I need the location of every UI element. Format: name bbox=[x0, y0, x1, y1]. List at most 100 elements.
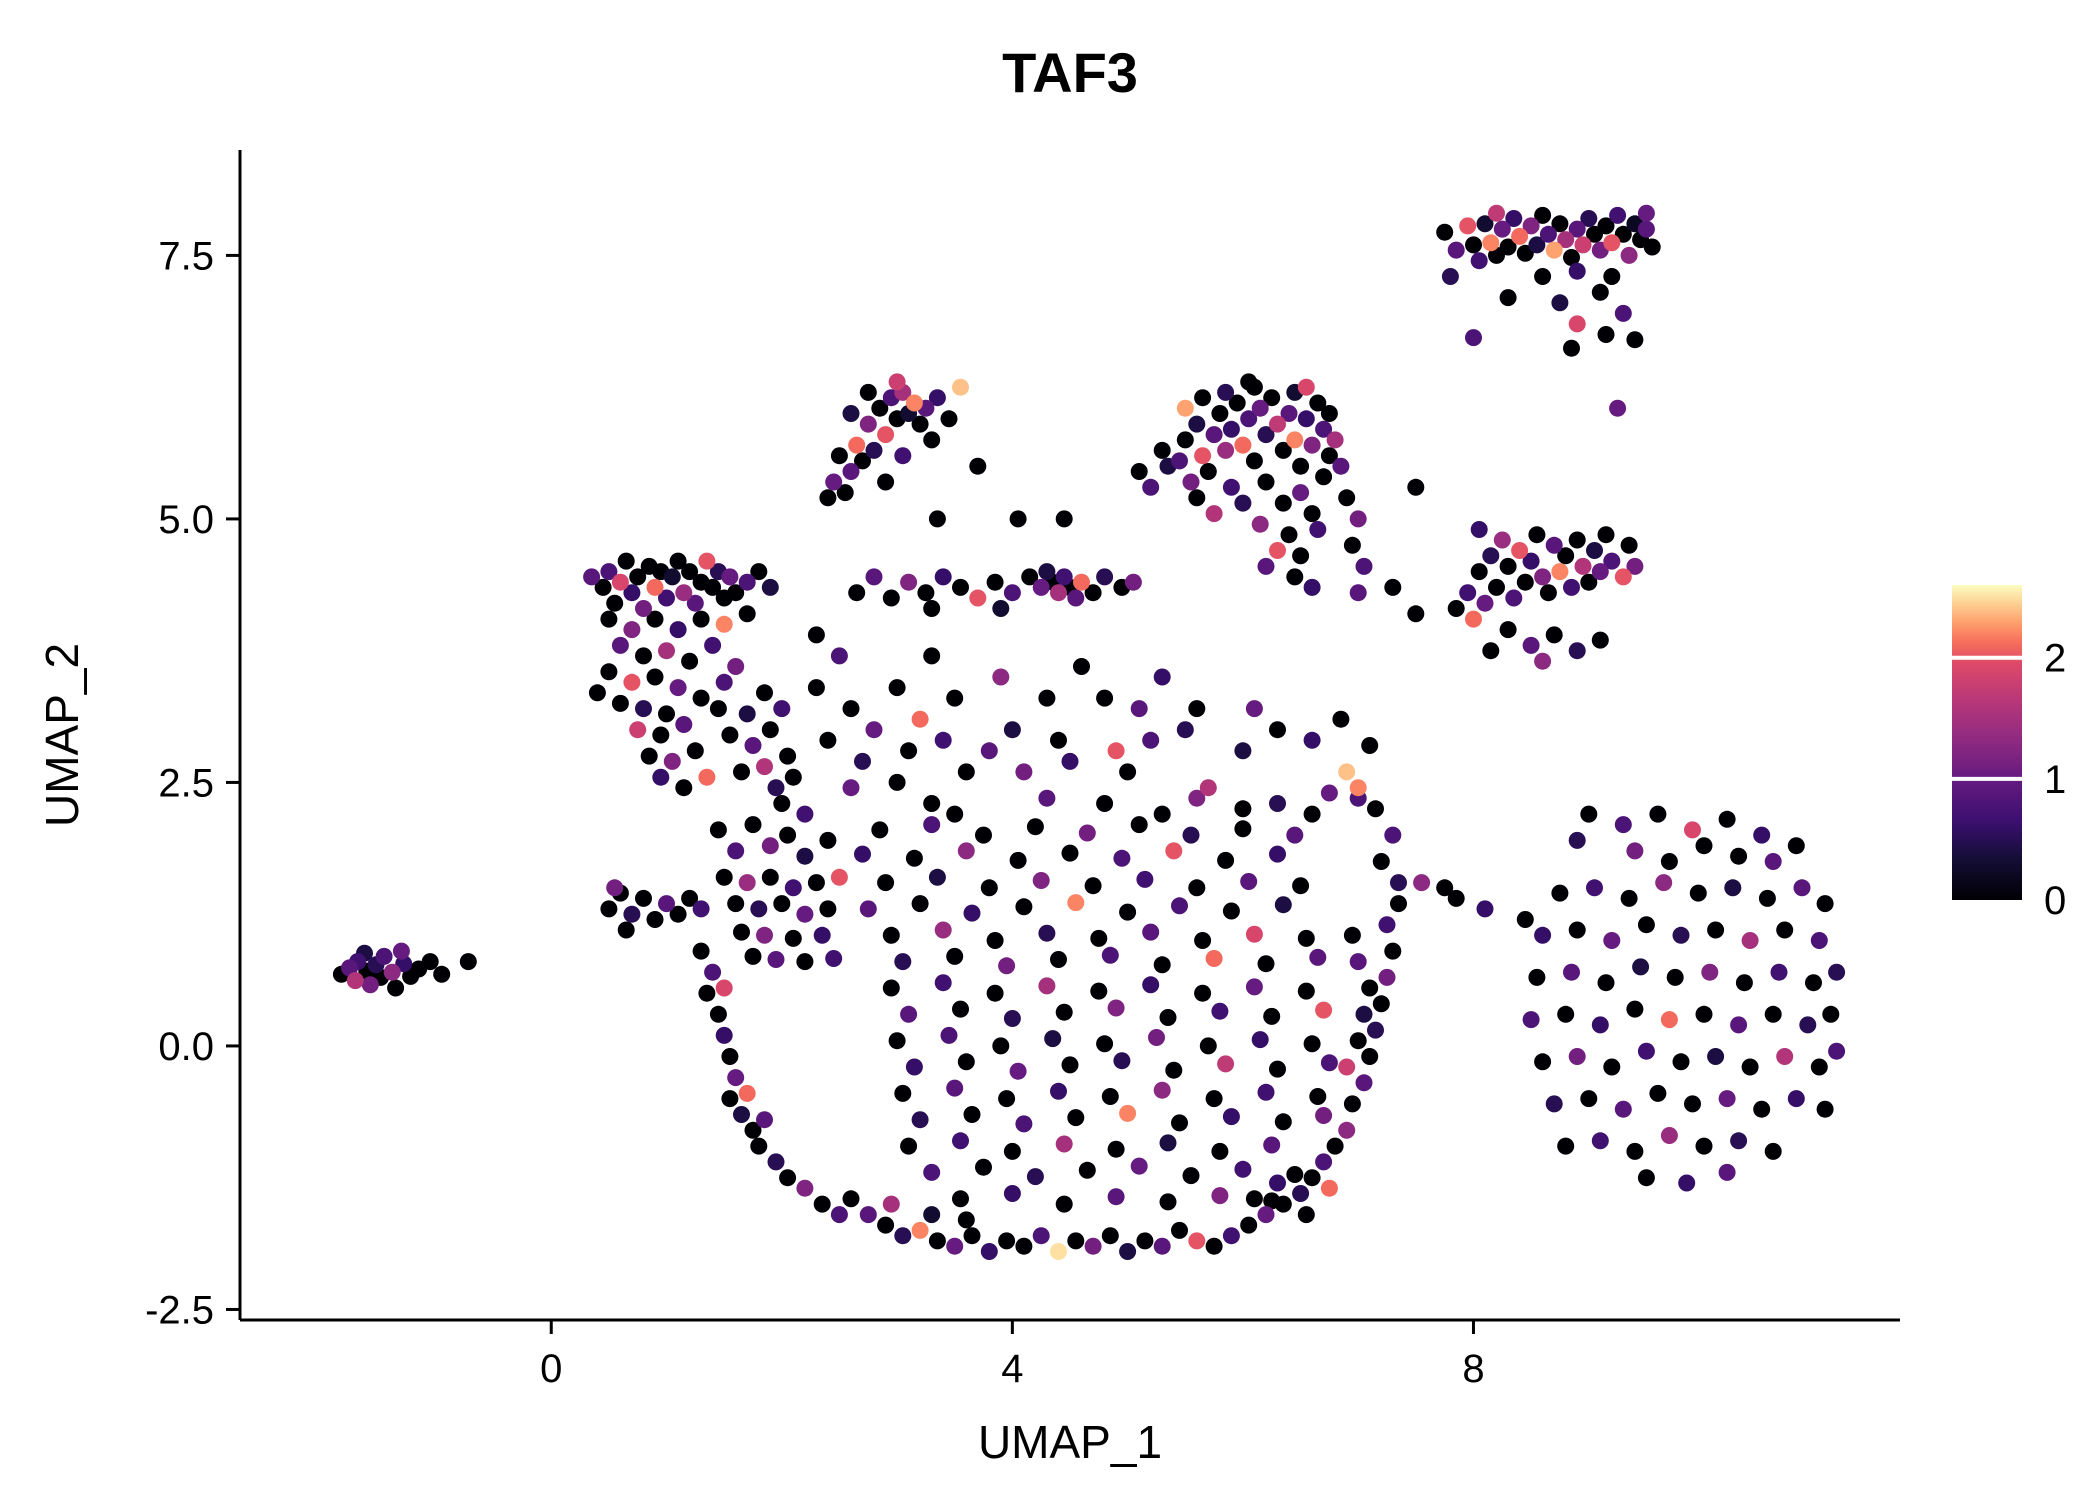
data-point bbox=[1730, 1016, 1748, 1034]
data-point bbox=[761, 721, 779, 739]
data-point bbox=[1338, 1121, 1356, 1139]
data-point bbox=[796, 847, 814, 865]
data-point bbox=[894, 1227, 912, 1245]
data-point bbox=[1332, 710, 1350, 728]
data-point bbox=[767, 1153, 785, 1171]
data-point bbox=[779, 826, 797, 844]
data-point bbox=[917, 584, 935, 602]
data-point bbox=[715, 615, 733, 633]
data-point bbox=[773, 795, 791, 812]
data-point bbox=[934, 974, 952, 992]
data-point bbox=[1050, 584, 1067, 602]
data-point bbox=[1199, 1037, 1217, 1055]
data-point bbox=[1574, 557, 1592, 575]
data-point bbox=[1055, 1195, 1073, 1213]
data-point bbox=[1222, 902, 1240, 920]
colorbar-tick-label: 1 bbox=[2044, 758, 2066, 802]
data-point bbox=[1292, 877, 1310, 895]
data-point bbox=[1055, 1003, 1073, 1021]
data-point bbox=[1349, 1032, 1367, 1050]
data-point bbox=[1684, 1095, 1701, 1113]
data-point bbox=[1551, 563, 1569, 581]
data-point bbox=[882, 926, 900, 944]
data-point bbox=[1637, 916, 1655, 934]
data-point bbox=[923, 1206, 941, 1224]
data-point bbox=[1003, 584, 1021, 602]
data-point bbox=[1297, 982, 1315, 1000]
data-point bbox=[1205, 950, 1223, 967]
data-point bbox=[1482, 547, 1500, 565]
data-point bbox=[1257, 1083, 1275, 1101]
data-point bbox=[635, 700, 652, 718]
data-point bbox=[1003, 1142, 1021, 1160]
data-point bbox=[819, 831, 837, 849]
data-point bbox=[1557, 1005, 1575, 1023]
data-point bbox=[1678, 1174, 1696, 1192]
axes: 0 4 8 -2.5 0.0 2.5 5.0 7.5 bbox=[145, 150, 1900, 1391]
data-point bbox=[1003, 1010, 1021, 1027]
data-point bbox=[1222, 1108, 1240, 1126]
data-point bbox=[830, 868, 848, 886]
data-point bbox=[1107, 999, 1125, 1017]
data-point bbox=[986, 984, 1004, 1002]
data-point bbox=[1084, 584, 1102, 602]
data-point bbox=[1159, 1009, 1177, 1026]
data-point bbox=[1355, 1074, 1373, 1092]
data-point bbox=[583, 568, 601, 586]
data-point bbox=[594, 578, 612, 596]
data-point bbox=[1119, 1104, 1137, 1122]
data-point bbox=[1718, 810, 1736, 828]
data-point bbox=[1038, 789, 1056, 807]
data-point bbox=[611, 573, 629, 591]
data-point bbox=[1090, 982, 1108, 1000]
data-point bbox=[1026, 1168, 1044, 1186]
data-point bbox=[1142, 478, 1160, 496]
data-point bbox=[623, 584, 641, 602]
data-point bbox=[1534, 268, 1552, 285]
y-tick-label: 5.0 bbox=[158, 498, 214, 542]
data-point bbox=[894, 1084, 912, 1102]
data-point bbox=[744, 1121, 762, 1139]
data-point bbox=[1199, 463, 1217, 480]
data-point bbox=[669, 679, 687, 697]
data-point bbox=[1568, 315, 1586, 333]
data-point bbox=[1649, 1084, 1667, 1102]
data-point bbox=[1563, 339, 1580, 357]
data-point bbox=[784, 879, 802, 897]
data-point bbox=[692, 900, 710, 918]
data-point bbox=[859, 900, 877, 918]
data-point bbox=[738, 605, 756, 623]
data-point bbox=[588, 684, 606, 702]
data-point bbox=[750, 1137, 768, 1155]
data-point bbox=[1263, 1007, 1281, 1025]
data-point bbox=[957, 1053, 975, 1071]
data-point bbox=[1245, 452, 1263, 470]
data-point bbox=[900, 573, 918, 591]
data-point bbox=[1441, 268, 1459, 285]
data-point bbox=[1626, 1142, 1644, 1160]
data-point bbox=[1534, 652, 1552, 670]
data-point bbox=[1603, 1058, 1621, 1076]
data-point bbox=[1096, 795, 1114, 812]
data-point bbox=[842, 779, 860, 797]
data-point bbox=[1545, 536, 1563, 554]
data-point bbox=[934, 568, 952, 586]
data-point bbox=[905, 1058, 923, 1076]
data-point bbox=[1096, 568, 1114, 586]
data-point bbox=[1643, 238, 1661, 256]
data-point bbox=[1003, 721, 1021, 739]
data-point bbox=[738, 874, 756, 892]
data-point bbox=[1297, 1206, 1315, 1224]
data-point bbox=[1649, 805, 1667, 823]
data-point bbox=[1303, 1035, 1321, 1053]
data-point bbox=[1476, 215, 1494, 233]
data-point bbox=[617, 921, 635, 939]
data-point bbox=[1038, 924, 1056, 942]
data-point bbox=[1620, 246, 1638, 264]
data-point bbox=[1637, 220, 1655, 238]
data-point bbox=[1309, 1088, 1327, 1105]
data-point bbox=[1343, 536, 1361, 554]
data-point bbox=[911, 1111, 929, 1129]
data-point bbox=[871, 399, 889, 417]
data-point bbox=[946, 805, 964, 823]
